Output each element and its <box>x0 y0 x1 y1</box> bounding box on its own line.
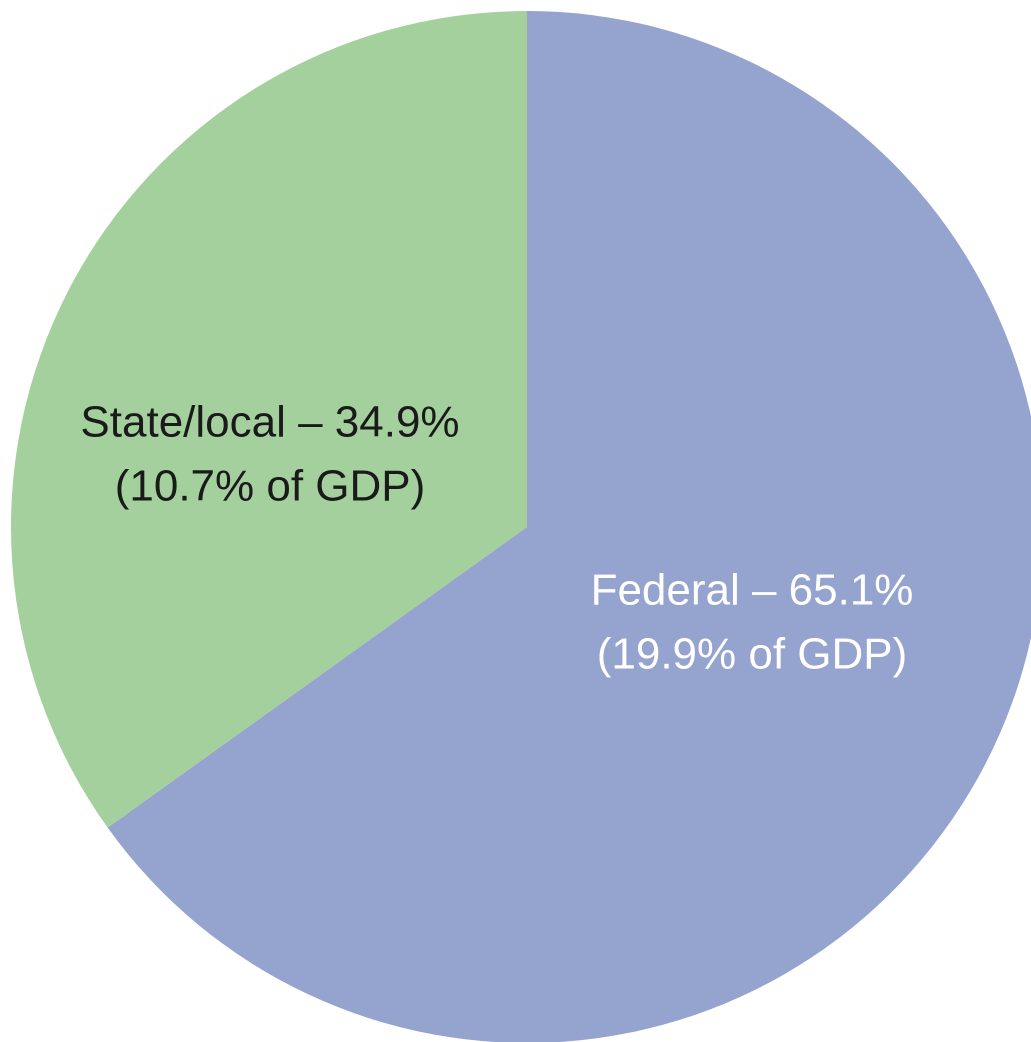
slice-label: State/local – 34.9% <box>80 398 459 447</box>
slice-label: Federal – 65.1% <box>591 566 914 615</box>
pie-slice <box>107 11 1031 1042</box>
slice-sublabel: (19.9% of GDP) <box>597 630 908 679</box>
slice-sublabel: (10.7% of GDP) <box>115 462 426 511</box>
pie-slice <box>10 11 528 828</box>
